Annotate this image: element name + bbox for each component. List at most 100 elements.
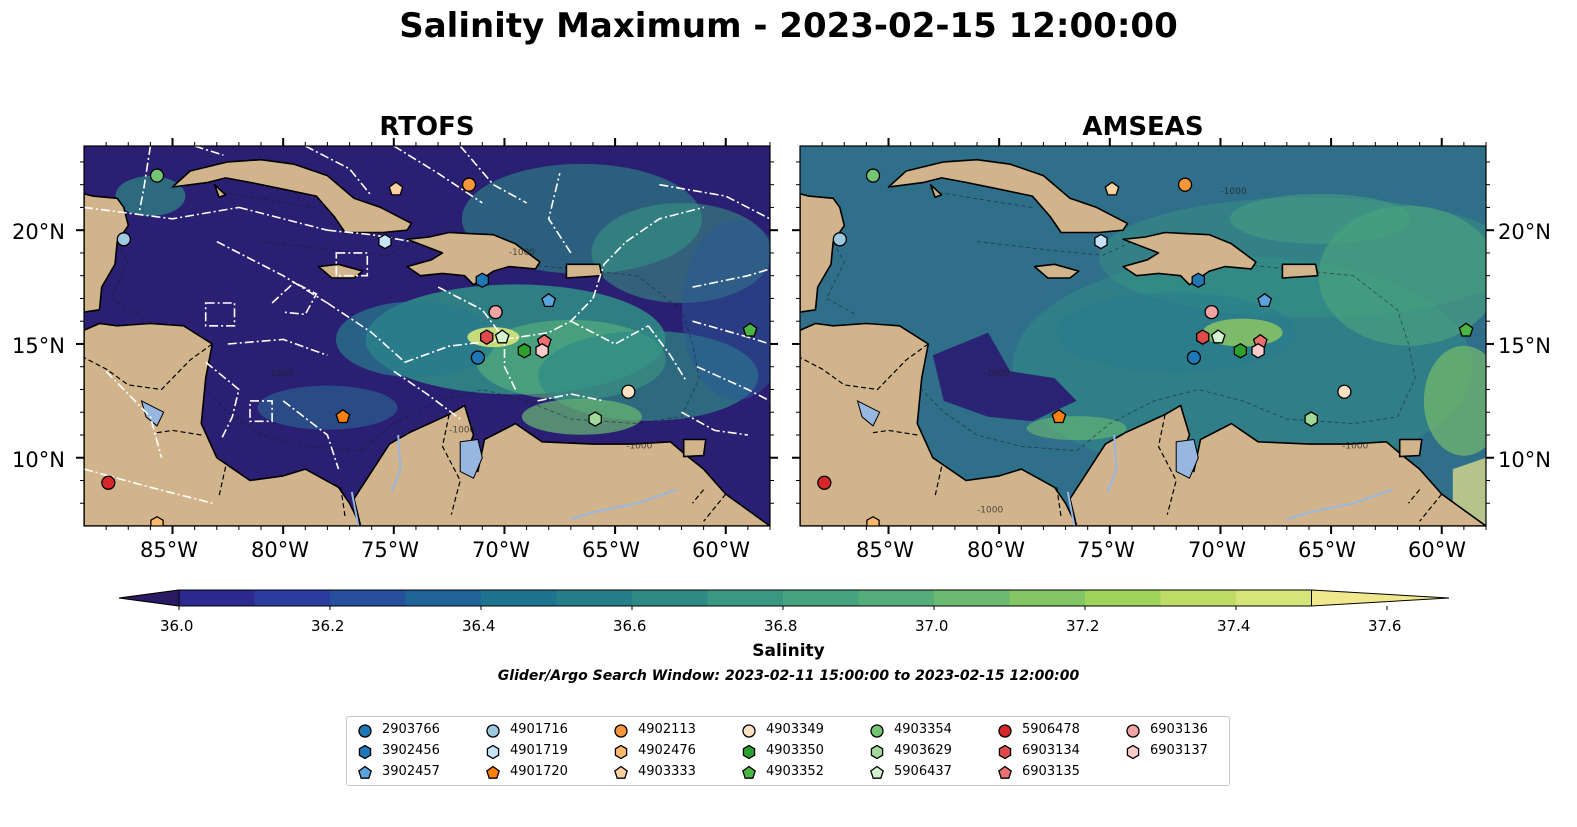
- legend-marker-icon: [998, 724, 1012, 738]
- eez-boundary: [570, 320, 649, 345]
- landmass: [1281, 263, 1319, 279]
- legend-marker: [486, 724, 500, 738]
- eez-boundary: [227, 338, 328, 357]
- colorbar-tick-label: 37.6: [1368, 617, 1402, 635]
- eez-boundary: [503, 339, 517, 390]
- eez-boundary: [105, 370, 163, 458]
- map-frame: [799, 145, 1487, 527]
- colorbar-segment: [179, 590, 256, 606]
- legend-marker: [998, 724, 1012, 738]
- legend-label: 4903354: [894, 722, 952, 737]
- float-marker: [817, 475, 832, 490]
- float-marker: [832, 232, 847, 247]
- float-marker: [621, 384, 636, 399]
- eez-boundary: [326, 302, 406, 363]
- eez-boundary: [84, 206, 240, 220]
- landmass: [565, 263, 603, 279]
- legend-marker-icon: [614, 724, 628, 738]
- legend-label: 3902457: [382, 764, 440, 779]
- colorbar-segment: [481, 590, 558, 606]
- colorbar-segment: [1160, 590, 1237, 606]
- legend-marker: [1126, 744, 1140, 760]
- y-tick-label: 10°N: [12, 448, 65, 472]
- panel-title-amseas: AMSEAS: [1082, 112, 1204, 142]
- legend-label: 6903135: [1022, 764, 1080, 779]
- float-marker: [488, 304, 503, 320]
- legend-label: 5906478: [1022, 722, 1080, 737]
- eez-boundary: [84, 468, 213, 504]
- float-marker: [1210, 329, 1226, 344]
- eez-boundary: [249, 400, 273, 423]
- river: [350, 491, 360, 526]
- x-tick-label: 70°W: [1188, 538, 1246, 562]
- eez-boundary: [238, 206, 328, 231]
- legend: 2903766 3902456 3902457 4901716 4901719 49017…: [346, 716, 1230, 786]
- colorbar-tick-label: 36.6: [613, 617, 647, 635]
- colorbar-segment: [1236, 590, 1313, 606]
- eez-boundary: [647, 325, 687, 381]
- colorbar-segment: [858, 590, 935, 606]
- country-border: [703, 493, 727, 522]
- legend-marker: [614, 744, 628, 760]
- contour-label: -1000: [1342, 442, 1368, 452]
- landmass: [1069, 404, 1486, 526]
- contour-label: -1000: [626, 442, 652, 452]
- rtofs-map: -1000 -1000 -1000 -1000: [76, 138, 778, 534]
- landmass: [800, 322, 1078, 526]
- x-tick-label: 75°W: [1077, 538, 1135, 562]
- legend-marker-icon: [742, 765, 756, 779]
- colorbar: [118, 589, 1450, 610]
- depth-contour: [932, 191, 1033, 208]
- float-marker: [116, 232, 131, 247]
- lake: [856, 399, 881, 427]
- contour-label: -1000: [977, 505, 1003, 515]
- map-clip-group: -1000 -1000 -1000 -1000: [84, 146, 770, 526]
- legend-label: 4903349: [766, 722, 824, 737]
- float-marker: [335, 409, 351, 424]
- country-border: [1419, 493, 1443, 522]
- legend-marker-icon: [358, 744, 372, 760]
- legend-label: 4901716: [510, 722, 568, 737]
- low-salinity-region: [932, 332, 1077, 422]
- contour-label: -1000: [1220, 187, 1246, 197]
- colorbar-segment: [632, 590, 709, 606]
- colorbar-segment: [707, 590, 784, 606]
- x-tick-label: 60°W: [692, 538, 750, 562]
- eez-boundary: [692, 268, 770, 288]
- colorbar-segment: [783, 590, 860, 606]
- country-border: [340, 487, 346, 517]
- legend-marker-icon: [998, 765, 1012, 779]
- colorbar-label: Salinity: [752, 641, 825, 661]
- legend-label: 4901720: [510, 764, 568, 779]
- contour-label: -1000: [449, 426, 475, 436]
- colorbar-segment: [254, 590, 331, 606]
- eez-boundary: [335, 252, 369, 277]
- float-marker: [1191, 272, 1206, 289]
- y-tick-label: 20°N: [1498, 220, 1551, 244]
- legend-marker: [742, 765, 756, 779]
- x-tick-label: 70°W: [472, 538, 530, 562]
- landmass: [1398, 438, 1423, 458]
- legend-marker: [870, 765, 884, 779]
- legend-marker: [998, 765, 1012, 779]
- y-tick-label: 10°N: [1498, 448, 1551, 472]
- legend-marker: [358, 724, 372, 738]
- float-marker: [101, 475, 116, 490]
- float-marker: [1177, 177, 1193, 192]
- colorbar-segment: [1085, 590, 1162, 606]
- eez-boundary: [194, 146, 224, 156]
- legend-marker-icon: [614, 744, 628, 760]
- eez-boundary: [681, 411, 749, 436]
- colorbar-tick-label: 36.0: [160, 617, 194, 635]
- legend-marker: [358, 765, 372, 779]
- legend-marker: [742, 724, 756, 738]
- depth-contour: [110, 229, 140, 315]
- salinity-patch: [521, 398, 642, 435]
- contour-label: -1000: [984, 369, 1010, 379]
- legend-label: 4903352: [766, 764, 824, 779]
- legend-marker-icon: [870, 765, 884, 779]
- main-title: Salinity Maximum - 2023-02-15 12:00:00: [399, 6, 1178, 46]
- legend-label: 4901719: [510, 743, 568, 758]
- colorbar-tick-label: 36.8: [764, 617, 798, 635]
